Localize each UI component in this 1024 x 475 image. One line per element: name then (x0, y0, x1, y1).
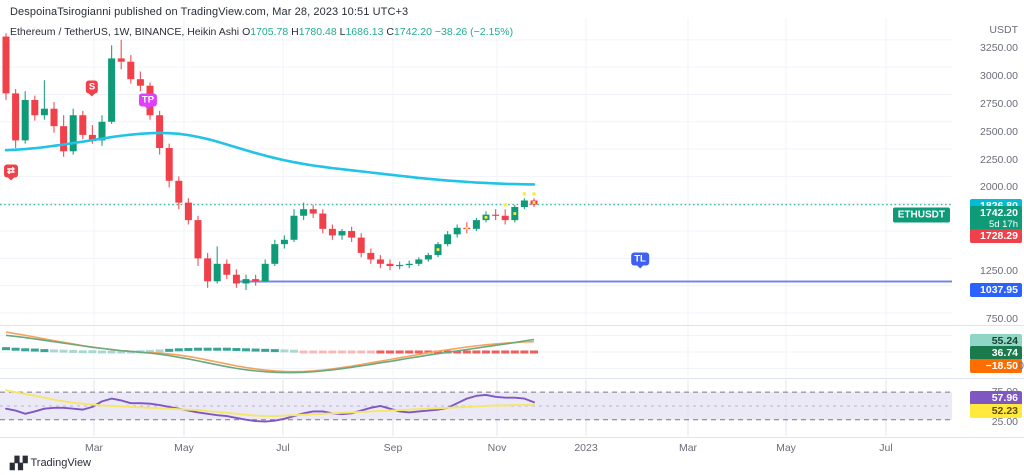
macd-plot (0, 327, 952, 377)
stoch-d-value-tag[interactable]: 52.23 (970, 404, 1022, 418)
time-axis-tick: Jul (276, 442, 290, 454)
price-axis-unit: USDT (989, 24, 1018, 36)
price-axis-tick: 750.00 (985, 313, 1018, 325)
macd-signal-value-tag[interactable]: 55.24 (970, 334, 1022, 348)
stochastic-pane[interactable] (0, 380, 952, 436)
legend-close-label: C (386, 26, 394, 38)
time-axis-tick: Jul (879, 442, 893, 454)
close-value-tag[interactable]: 1742.20 5d 17h (970, 206, 1022, 232)
macd-zero-label: 0 (1018, 360, 1024, 372)
time-axis-tick: Nov (487, 442, 507, 454)
price-pane[interactable] (0, 18, 952, 325)
legend-high-label: H (291, 26, 299, 38)
price-axis-tick: 3000.00 (980, 70, 1018, 82)
stoch-k-value-tag[interactable]: 57.96 (970, 391, 1022, 405)
symbol-price-tag[interactable]: ETHUSDT (892, 207, 950, 223)
legend-open-label: O (242, 26, 251, 38)
macd-line-value-tag[interactable]: 36.74 (970, 346, 1022, 360)
price-axis-tick: 2250.00 (980, 154, 1018, 166)
price-axis-tick: 2000.00 (980, 181, 1018, 193)
legend-low-label: L (339, 26, 346, 38)
legend-symbol: Ethereum / TetherUS, 1W, BINANCE, Heikin… (10, 26, 240, 38)
price-axis-tick: 1250.00 (980, 265, 1018, 277)
price-axis[interactable]: USDT 3250.00 3000.00 2750.00 2500.00 2250.00 2… (952, 18, 1024, 438)
price-axis-tick: 3250.00 (980, 42, 1018, 54)
legend-open-value: 1705.78 (250, 26, 289, 38)
chart-legend: Ethereum / TetherUS, 1W, BINANCE, Heikin… (10, 26, 513, 38)
stoch-axis-tick: 25.00 (991, 416, 1018, 428)
macd-pane[interactable] (0, 327, 952, 377)
price-axis-tick: 2500.00 (980, 126, 1018, 138)
tradingview-glyph-icon: ▞▞ (10, 456, 27, 470)
stochastic-plot (0, 380, 952, 436)
time-axis-tick: 2023 (574, 442, 598, 454)
pane-separator-macd (0, 325, 1024, 326)
pane-separator-time (0, 437, 1024, 438)
pane-separator-stoch (0, 378, 1024, 379)
time-axis-tick: Mar (84, 442, 104, 454)
tradingview-brand-label: TradingView (30, 457, 92, 469)
time-axis-tick: May (174, 442, 194, 454)
price-plot (0, 18, 952, 325)
legend-high-value: 1780.48 (298, 26, 337, 38)
price-axis-tick: 2750.00 (980, 98, 1018, 110)
legend-close-value: 1742.20 (393, 26, 432, 38)
time-axis[interactable]: Mar May Jul Sep Nov 2023 Mar May Jul (0, 438, 1024, 460)
tradingview-logo: ▞▞ TradingView (10, 456, 91, 470)
support-value-tag[interactable]: 1037.95 (970, 283, 1022, 297)
attribution-text: DespoinaTsirogianni published on Trading… (10, 6, 409, 18)
macd-hist-value-tag[interactable]: −18.50 (970, 359, 1022, 373)
legend-change-value: −38.26 (−2.15%) (434, 26, 514, 38)
low-value-tag[interactable]: 1728.29 (970, 229, 1022, 243)
legend-low-value: 1686.13 (345, 26, 384, 38)
time-axis-tick: May (776, 442, 796, 454)
time-axis-tick: Mar (678, 442, 698, 454)
close-value-countdown: 5d 17h (988, 219, 1018, 230)
time-axis-tick: Sep (383, 442, 403, 454)
